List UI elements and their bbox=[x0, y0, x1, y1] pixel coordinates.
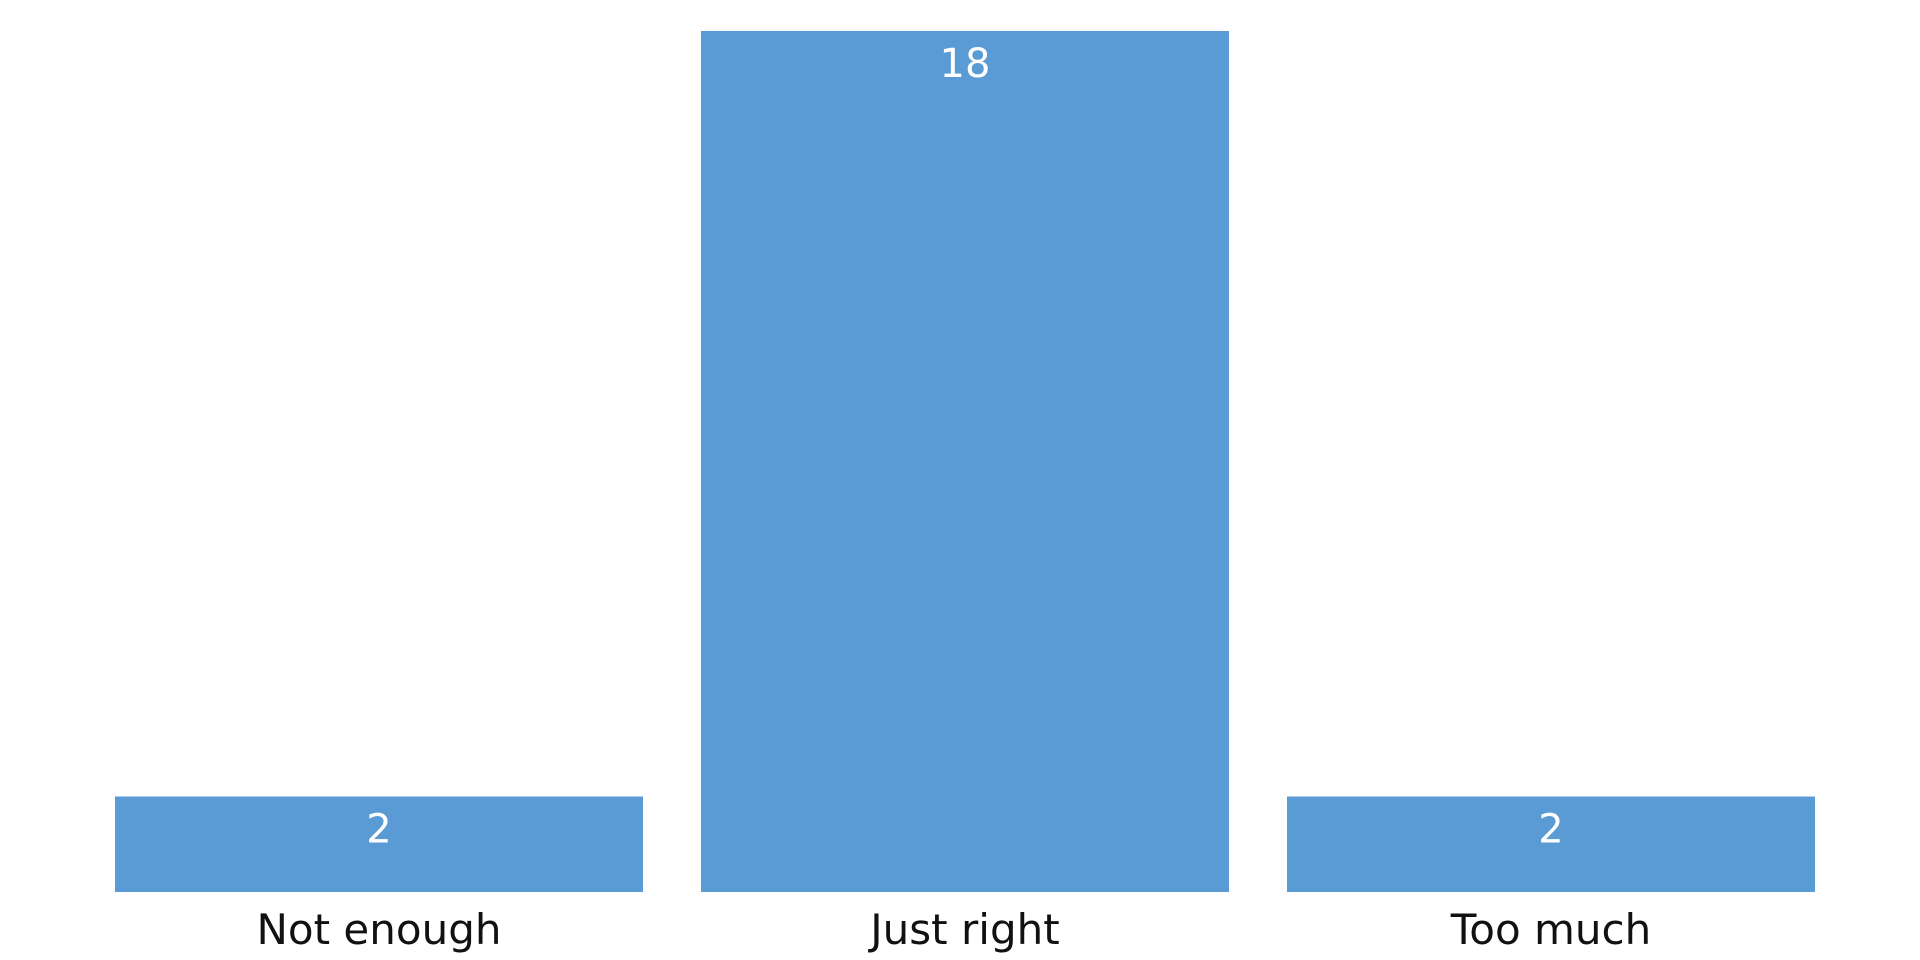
bars-layer bbox=[115, 31, 1815, 892]
category-label-too-much: Too much bbox=[1450, 905, 1652, 954]
value-label-too-much: 2 bbox=[1538, 806, 1563, 852]
value-labels-layer: 2 18 2 bbox=[366, 41, 1563, 852]
value-label-just-right: 18 bbox=[940, 41, 991, 87]
category-label-just-right: Just right bbox=[867, 905, 1059, 954]
bar-too-much bbox=[1287, 796, 1815, 892]
category-labels-layer: Not enough Just right Too much bbox=[257, 905, 1652, 954]
bar-not-enough bbox=[115, 796, 643, 892]
bar-just-right bbox=[701, 31, 1229, 892]
value-label-not-enough: 2 bbox=[366, 806, 391, 852]
category-label-not-enough: Not enough bbox=[257, 905, 502, 954]
